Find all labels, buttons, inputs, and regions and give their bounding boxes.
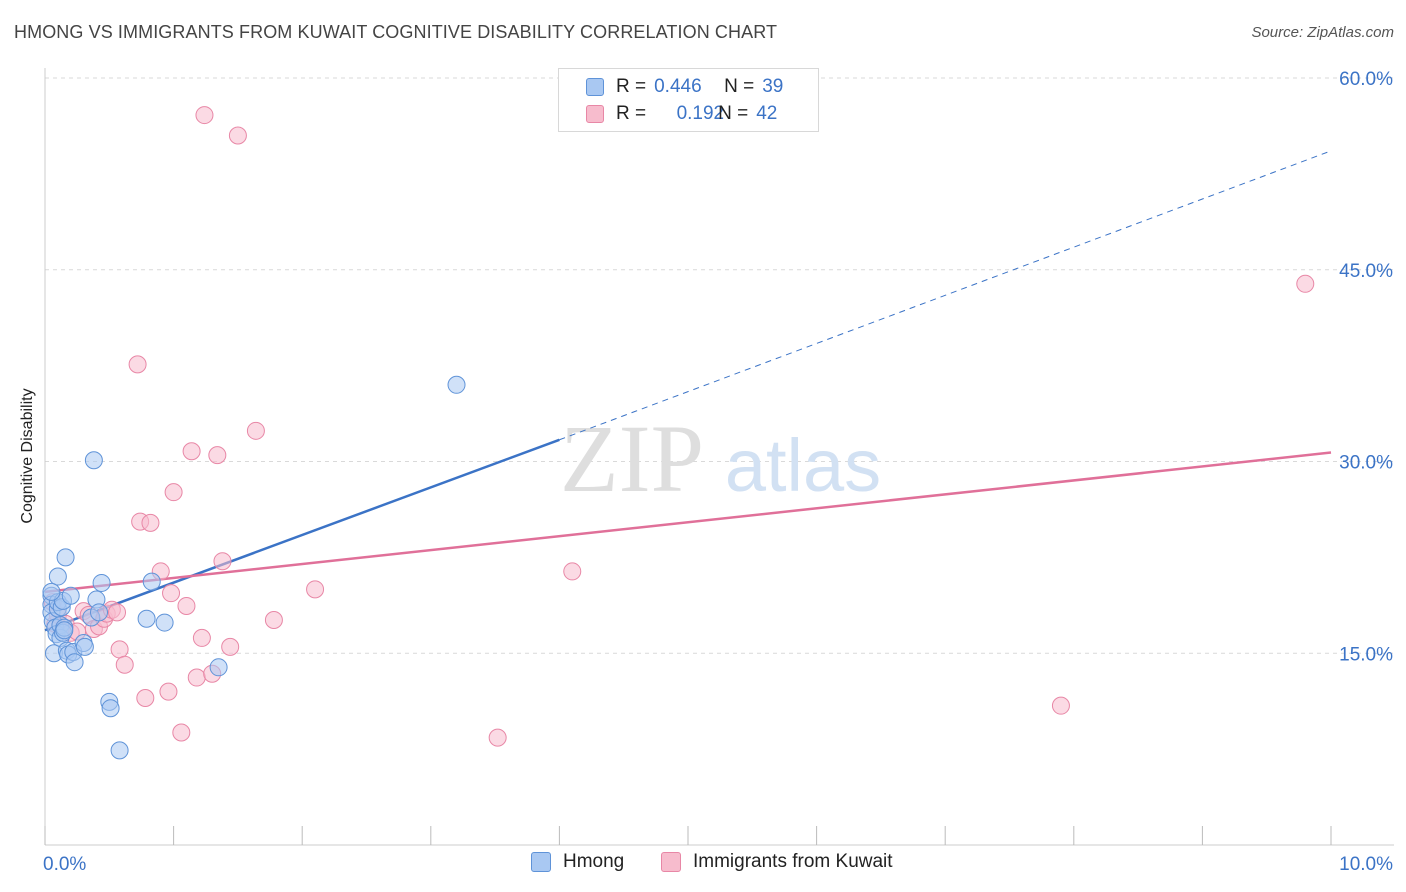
kuwait-trend-line <box>44 451 1332 594</box>
kuwait-point <box>264 611 283 630</box>
hmong-point <box>101 699 120 718</box>
hmong-point <box>65 653 84 672</box>
watermark-atlas: atlas <box>725 424 881 507</box>
kuwait-point <box>177 596 196 615</box>
kuwait-point <box>108 603 127 622</box>
hmong-point <box>92 573 111 592</box>
legend-n-value: 42 <box>756 103 778 124</box>
tick-labels: 15.0% 30.0% 45.0% 60.0% 0.0% 10.0% <box>43 69 1393 875</box>
y-tick-label: 45.0% <box>1339 261 1393 282</box>
chart-title: HMONG VS IMMIGRANTS FROM KUWAIT COGNITIV… <box>14 22 778 42</box>
hmong-point <box>447 375 466 394</box>
kuwait-point <box>221 637 240 656</box>
kuwait-point <box>159 682 178 701</box>
kuwait-point <box>306 580 325 599</box>
hmong-trend-extension <box>559 150 1332 441</box>
legend-item-label: Immigrants from Kuwait <box>693 851 893 872</box>
hmong-point <box>155 613 174 632</box>
hmong-point <box>55 621 74 640</box>
hmong-point <box>56 548 75 567</box>
legend-item-label: Hmong <box>563 851 625 872</box>
legend-item-hmong[interactable]: Hmong <box>531 851 624 873</box>
legend-n-value: 39 <box>762 76 784 97</box>
legend-r-value: 0.192 <box>676 103 725 124</box>
hmong-trend-line <box>44 438 560 632</box>
x-tick-label: 10.0% <box>1339 854 1393 875</box>
hmong-point <box>110 741 129 760</box>
hmong-point <box>142 572 161 591</box>
watermark-zip: ZIP <box>560 405 704 512</box>
kuwait-point <box>192 628 211 647</box>
kuwait-point <box>187 668 206 687</box>
kuwait-point <box>1051 696 1070 715</box>
legend-r-value: 0.446 <box>654 76 702 97</box>
kuwait-point <box>182 442 201 461</box>
grid-lines <box>45 77 1394 654</box>
legend-r-label: R = <box>616 103 647 124</box>
source-label: Source: ZipAtlas.com <box>1251 24 1394 41</box>
kuwait-point <box>488 728 507 747</box>
legend-n-label: N = <box>718 103 749 124</box>
kuwait-point <box>128 355 147 374</box>
hmong-swatch <box>531 852 551 872</box>
y-tick-label: 15.0% <box>1339 644 1393 665</box>
hmong-point <box>137 609 156 628</box>
legend-row-kuwait: R = 0.192 N = 42 <box>586 102 777 126</box>
legend-item-kuwait[interactable]: Immigrants from Kuwait <box>661 851 893 873</box>
kuwait-point <box>162 584 181 603</box>
y-tick-label: 30.0% <box>1339 453 1393 474</box>
kuwait-point <box>1296 274 1315 293</box>
kuwait-point <box>172 723 191 742</box>
y-tick-label: 60.0% <box>1339 69 1393 90</box>
kuwait-point <box>164 483 183 502</box>
data-points <box>42 106 1315 760</box>
hmong-point <box>84 451 103 470</box>
kuwait-point <box>136 688 155 707</box>
legend-n-label: N = <box>724 76 755 97</box>
kuwait-point <box>246 421 265 440</box>
hmong-point <box>209 658 228 677</box>
hmong-point <box>75 637 94 656</box>
kuwait-point <box>115 655 134 674</box>
watermark: ZIP atlas <box>560 405 881 512</box>
trend-lines <box>44 150 1332 632</box>
legend-row-hmong: R = 0.446 N = 39 <box>586 75 783 99</box>
kuwait-point <box>563 562 582 581</box>
hmong-point <box>42 582 61 601</box>
hmong-point <box>90 603 109 622</box>
kuwait-point <box>141 513 160 532</box>
series-legend: Hmong Immigrants from Kuwait <box>0 851 1406 877</box>
x-tick-label: 0.0% <box>43 854 86 875</box>
kuwait-swatch <box>661 852 681 872</box>
kuwait-swatch <box>586 105 604 123</box>
hmong-swatch <box>586 78 604 96</box>
axes <box>44 68 1394 846</box>
kuwait-point <box>110 640 129 659</box>
kuwait-point <box>213 552 232 571</box>
kuwait-point <box>228 126 247 145</box>
hmong-point <box>61 586 80 605</box>
hmong-point <box>48 567 67 586</box>
kuwait-point <box>195 106 214 125</box>
kuwait-point <box>208 446 227 465</box>
legend-r-label: R = <box>616 76 647 97</box>
stats-legend: R = 0.446 N = 39 R = 0.192 N = 42 <box>558 68 819 132</box>
